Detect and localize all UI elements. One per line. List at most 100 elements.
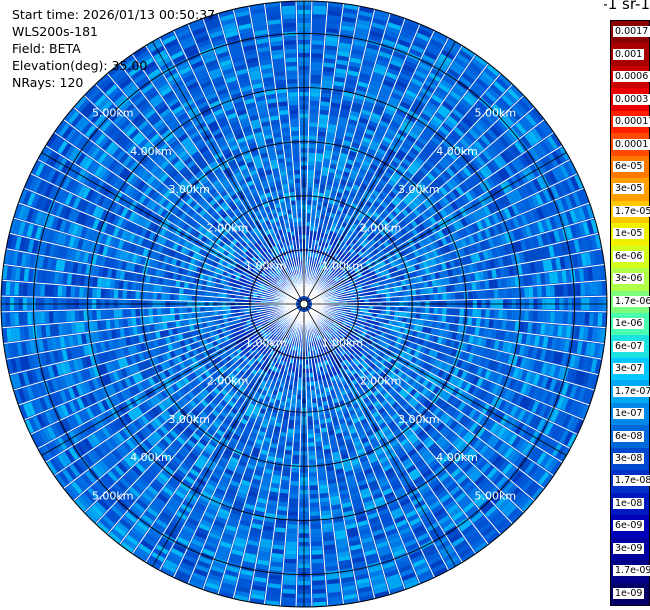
ppi-gate	[518, 99, 531, 112]
ppi-gate	[182, 558, 196, 568]
ppi-gate	[554, 411, 564, 425]
ppi-gate	[300, 351, 303, 356]
ppi-gate	[486, 420, 496, 431]
ppi-gate	[381, 175, 390, 183]
ppi-gate	[393, 548, 406, 557]
ppi-gate	[467, 110, 479, 122]
ppi-gate	[329, 332, 334, 337]
ppi-gate	[182, 479, 193, 489]
ppi-gate	[322, 322, 326, 326]
ppi-gate	[228, 400, 235, 408]
ppi-gate	[256, 461, 265, 468]
ppi-gate	[270, 487, 279, 493]
ppi-gate	[271, 553, 284, 559]
ppi-gate	[365, 553, 378, 561]
ppi-gate	[465, 326, 472, 335]
ppi-gate	[388, 475, 399, 484]
ppi-gate	[325, 45, 337, 51]
ppi-gate	[306, 208, 312, 214]
ppi-gate	[323, 247, 327, 252]
ppi-gate	[397, 39, 411, 48]
ppi-gate	[389, 311, 395, 316]
ppi-gate	[488, 319, 494, 329]
ppi-gate	[235, 468, 245, 476]
ppi-gate	[429, 97, 441, 108]
ppi-gate	[473, 81, 486, 93]
ppi-gate	[433, 419, 442, 429]
ppi-gate	[295, 411, 301, 417]
ppi-gate	[467, 282, 473, 291]
ppi-gate	[438, 160, 448, 170]
ppi-gate	[281, 423, 288, 429]
ppi-gate	[277, 448, 285, 455]
ppi-gate	[376, 313, 382, 318]
ppi-gate	[223, 496, 234, 504]
ppi-gate	[363, 357, 370, 364]
ppi-gate	[512, 380, 520, 391]
ppi-gate	[212, 561, 226, 570]
ppi-gate	[388, 267, 394, 274]
ppi-gate	[289, 340, 293, 346]
ppi-gate	[337, 187, 344, 194]
ppi-gate	[318, 480, 327, 486]
ppi-gate	[464, 226, 472, 236]
ppi-gate	[285, 545, 297, 551]
ppi-gate	[416, 331, 422, 338]
ppi-gate	[348, 366, 354, 372]
ppi-gate	[449, 64, 463, 75]
ppi-gate	[330, 106, 340, 113]
ppi-gate	[406, 386, 414, 394]
ppi-gate	[556, 199, 565, 212]
ppi-gate	[222, 452, 231, 460]
ppi-gate	[373, 400, 380, 408]
ppi-gate	[270, 443, 278, 449]
ppi-gate	[456, 369, 464, 378]
ppi-gate	[410, 380, 418, 388]
ppi-gate	[319, 488, 329, 494]
ppi-gate	[429, 234, 437, 242]
ppi-gate	[438, 400, 447, 409]
ppi-gate	[541, 474, 553, 488]
ppi-gate	[435, 163, 445, 173]
ppi-gate	[354, 406, 362, 414]
ppi-gate	[490, 470, 501, 482]
ppi-gate	[311, 333, 314, 338]
ppi-gate	[307, 403, 312, 408]
ppi-gate	[258, 412, 265, 419]
ppi-gate	[433, 232, 441, 241]
ppi-gate	[381, 425, 390, 433]
ppi-gate	[449, 433, 459, 444]
ppi-gate	[386, 128, 397, 137]
ppi-gate	[436, 279, 442, 286]
ppi-gate	[492, 103, 505, 116]
ppi-gate	[326, 268, 331, 273]
ppi-gate	[349, 61, 361, 69]
ppi-gate	[390, 261, 396, 268]
ppi-gate	[226, 488, 237, 496]
ppi-gate	[266, 508, 276, 515]
ppi-gate	[335, 248, 341, 254]
ppi-gate	[330, 337, 335, 342]
ppi-gate	[426, 259, 433, 267]
ppi-gate	[235, 444, 244, 452]
ppi-gate	[316, 231, 321, 237]
ppi-gate	[440, 322, 446, 330]
ppi-gate	[365, 334, 371, 339]
ppi-gate	[470, 84, 483, 96]
ppi-gate	[376, 59, 389, 67]
ppi-gate	[326, 323, 331, 328]
ppi-gate	[411, 554, 425, 564]
ppi-gate	[367, 291, 373, 296]
ppi-gate	[491, 269, 497, 279]
ppi-gate	[521, 263, 527, 275]
ppi-gate	[565, 368, 574, 382]
ppi-gate	[459, 459, 470, 470]
ppi-gate	[475, 184, 485, 195]
ppi-gate	[423, 423, 433, 433]
ppi-gate	[452, 61, 465, 72]
ppi-gate	[370, 357, 376, 363]
ppi-gate	[201, 450, 211, 459]
ppi-gate	[312, 18, 326, 24]
ppi-gate	[320, 501, 330, 507]
ppi-gate	[306, 386, 311, 391]
